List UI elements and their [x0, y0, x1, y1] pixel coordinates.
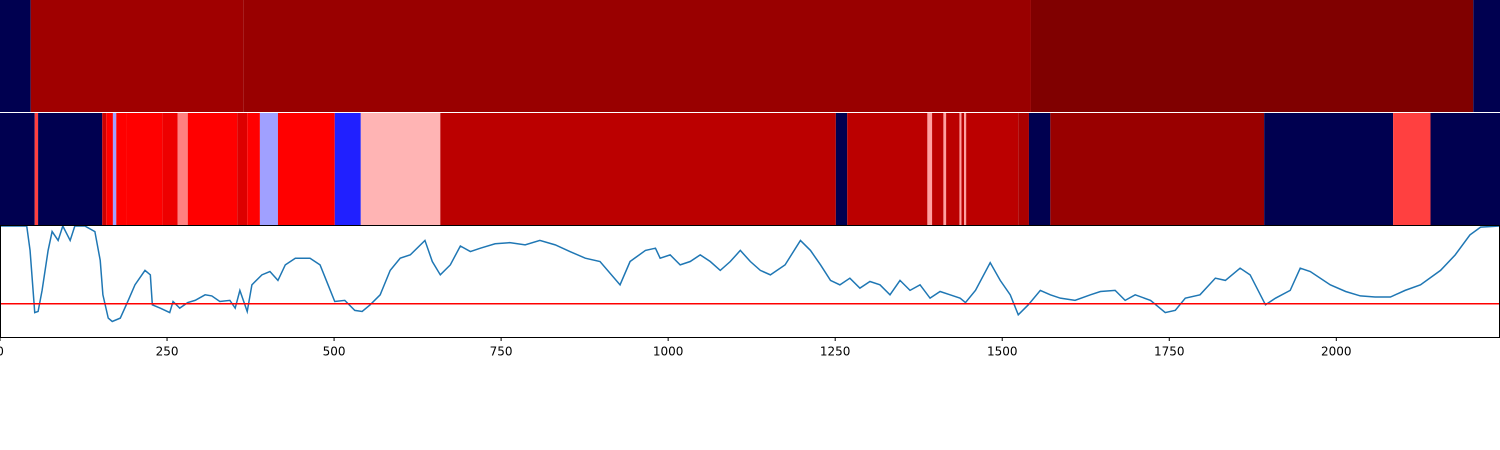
data-line — [0, 226, 1500, 323]
strip-segment — [835, 113, 848, 225]
strip-segment — [847, 113, 928, 225]
x-tick-label: 1250 — [820, 345, 851, 359]
x-tick-label: 500 — [323, 345, 346, 359]
strip-segment — [1050, 113, 1265, 225]
strip-segment — [440, 113, 836, 225]
x-tick-label: 2000 — [1321, 345, 1352, 359]
strip-segment — [0, 0, 31, 112]
strip-segment — [964, 113, 967, 225]
strip-segment — [237, 113, 248, 225]
strip-segment — [112, 113, 117, 225]
strip-segment — [259, 113, 278, 225]
strip-segment — [243, 0, 1031, 112]
strip-segment — [1430, 113, 1500, 225]
strip-segment — [247, 113, 260, 225]
strip-segment — [162, 113, 178, 225]
x-tick-label: 750 — [490, 345, 513, 359]
strip-segment — [277, 113, 335, 225]
strip-segment — [946, 113, 960, 225]
strip-segment — [102, 113, 107, 225]
strip-segment — [360, 113, 441, 225]
strip-segment — [38, 113, 103, 225]
strip-segment — [966, 113, 1019, 225]
strip-segment — [961, 113, 965, 225]
strip-segment — [334, 113, 361, 225]
strip-segment — [927, 113, 933, 225]
x-tick-label: 250 — [156, 345, 179, 359]
x-tick-label: 1000 — [653, 345, 684, 359]
strip-segment — [34, 113, 39, 225]
strip-segment — [932, 113, 944, 225]
strip-segment — [1473, 0, 1500, 112]
strip-segment — [1393, 113, 1431, 225]
strip-segment — [106, 113, 113, 225]
strip-segment — [116, 113, 127, 225]
strip-segment — [1264, 113, 1394, 225]
strip-segment — [959, 113, 962, 225]
strip-segment — [126, 113, 163, 225]
strip-segment — [943, 113, 947, 225]
x-tick-label: 1750 — [1154, 345, 1185, 359]
x-tick-label: 0 — [0, 345, 4, 359]
strip-segment — [1018, 113, 1029, 225]
strip-segment — [1028, 113, 1051, 225]
strip-segment — [0, 113, 35, 225]
x-tick-label: 1500 — [987, 345, 1018, 359]
strip-segment — [177, 113, 188, 225]
strip-segment — [30, 0, 244, 112]
plot-area — [0, 226, 1500, 323]
strip-segment — [187, 113, 238, 225]
strip-segment — [1030, 0, 1474, 112]
plot-frame — [0, 225, 1500, 338]
